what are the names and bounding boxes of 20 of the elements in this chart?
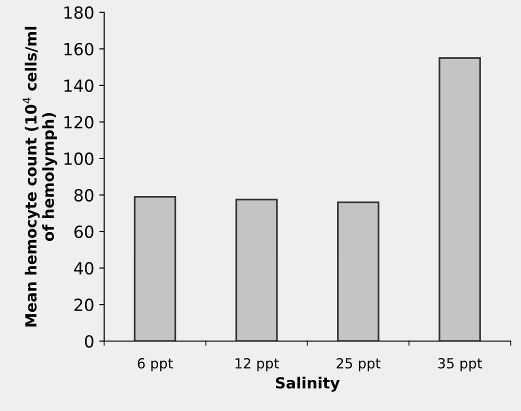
x-tick-label: 35 ppt [438,358,482,372]
y-tick-label: 120 [64,116,94,128]
x-tick-label: 25 ppt [336,358,380,372]
bar [134,196,176,342]
y-tick-label: 160 [64,42,94,56]
y-tick-label: 140 [64,79,94,92]
bar [235,198,278,342]
bar [337,201,380,342]
x-tick-label: 6 ppt [138,358,173,372]
y-tick-label: 40 [74,262,94,275]
x-axis-title: Salinity [276,376,340,392]
y-tick-label: 80 [74,188,94,202]
bar [438,57,481,342]
y-tick-label: 60 [74,225,94,238]
y-tick-label: 0 [84,335,94,348]
x-tick-label: 12 ppt [236,358,279,372]
text: Mean hemocyte count (10$^{4}$ cells/ml of hemolymph) [22,26,58,326]
y-tick-label: 180 [64,6,94,19]
y-tick-label: 100 [64,152,94,166]
y-tick-label: 20 [74,298,94,312]
